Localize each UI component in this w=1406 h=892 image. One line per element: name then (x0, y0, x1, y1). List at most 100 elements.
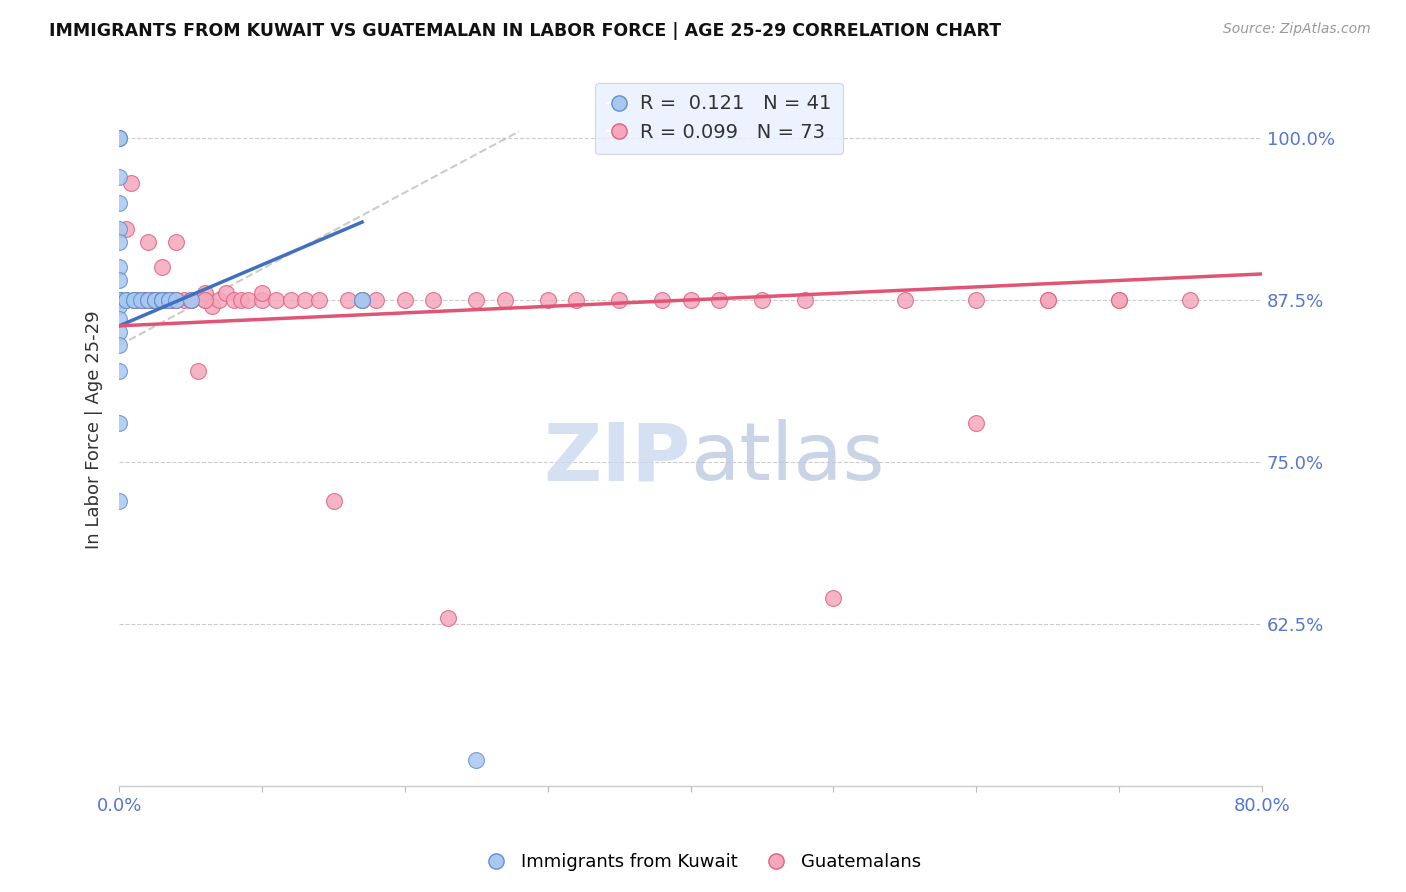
Point (194, 293, 217, 307)
Point (294, 293, 316, 307)
Point (250, 293, 273, 307)
Point (250, 286, 273, 301)
Point (751, 293, 773, 307)
Point (215, 286, 238, 301)
Point (115, 221, 138, 235)
Point (336, 293, 359, 307)
Point (157, 293, 180, 307)
Point (366, 293, 388, 307)
Point (108, 130, 131, 145)
Y-axis label: In Labor Force | Age 25-29: In Labor Force | Age 25-29 (86, 310, 103, 549)
Point (136, 293, 159, 307)
Point (108, 312, 131, 326)
Point (201, 299, 224, 313)
Point (136, 293, 159, 307)
Point (108, 293, 131, 307)
Point (108, 130, 131, 145)
Point (236, 293, 259, 307)
Point (108, 169, 131, 184)
Point (180, 293, 202, 307)
Point (143, 293, 166, 307)
Point (208, 293, 231, 307)
Point (465, 753, 488, 767)
Point (465, 293, 488, 307)
Point (108, 221, 131, 235)
Text: atlas: atlas (690, 419, 884, 497)
Point (115, 293, 138, 307)
Point (150, 293, 173, 307)
Point (136, 235, 159, 249)
Point (352, 293, 374, 307)
Point (157, 293, 180, 307)
Point (108, 293, 131, 307)
Point (150, 293, 173, 307)
Point (229, 293, 252, 307)
Point (173, 293, 195, 307)
Point (108, 364, 131, 378)
Point (352, 293, 374, 307)
Point (894, 293, 917, 307)
Text: IMMIGRANTS FROM KUWAIT VS GUATEMALAN IN LABOR FORCE | AGE 25-29 CORRELATION CHAR: IMMIGRANTS FROM KUWAIT VS GUATEMALAN IN … (49, 22, 1001, 40)
Point (122, 293, 145, 307)
Point (165, 293, 187, 307)
Point (565, 293, 588, 307)
Point (194, 286, 217, 301)
Point (153, 293, 176, 307)
Point (143, 293, 166, 307)
Point (150, 260, 173, 275)
Point (1036, 293, 1059, 307)
Point (823, 591, 845, 606)
Legend: R =  0.121   N = 41, R = 0.099   N = 73: R = 0.121 N = 41, R = 0.099 N = 73 (595, 83, 844, 153)
Legend: Immigrants from Kuwait, Guatemalans: Immigrants from Kuwait, Guatemalans (478, 847, 928, 879)
Point (125, 293, 148, 307)
Point (1036, 293, 1059, 307)
Point (122, 293, 145, 307)
Point (129, 293, 152, 307)
Point (143, 293, 166, 307)
Point (165, 293, 187, 307)
Point (108, 299, 131, 313)
Point (707, 293, 730, 307)
Point (679, 293, 702, 307)
Point (108, 293, 131, 307)
Point (187, 364, 209, 378)
Point (394, 293, 416, 307)
Point (266, 293, 288, 307)
Point (108, 338, 131, 352)
Point (194, 293, 217, 307)
Point (108, 326, 131, 340)
Point (136, 293, 159, 307)
Point (115, 293, 138, 307)
Point (793, 293, 815, 307)
Point (143, 293, 166, 307)
Point (132, 293, 155, 307)
Point (108, 293, 131, 307)
Point (129, 293, 152, 307)
Text: Source: ZipAtlas.com: Source: ZipAtlas.com (1223, 22, 1371, 37)
Point (150, 293, 173, 307)
Point (108, 260, 131, 275)
Point (180, 293, 202, 307)
Point (122, 293, 145, 307)
Point (157, 293, 180, 307)
Point (422, 293, 444, 307)
Point (607, 293, 630, 307)
Point (1108, 293, 1130, 307)
Point (308, 293, 330, 307)
Point (1180, 293, 1202, 307)
Point (180, 293, 202, 307)
Point (651, 293, 673, 307)
Point (108, 293, 131, 307)
Point (108, 293, 131, 307)
Point (120, 176, 142, 190)
Point (322, 494, 344, 508)
Point (150, 293, 173, 307)
Point (965, 293, 987, 307)
Point (139, 293, 162, 307)
Point (108, 416, 131, 430)
Point (165, 293, 187, 307)
Point (180, 293, 202, 307)
Point (108, 293, 131, 307)
Point (280, 293, 302, 307)
Point (222, 293, 245, 307)
